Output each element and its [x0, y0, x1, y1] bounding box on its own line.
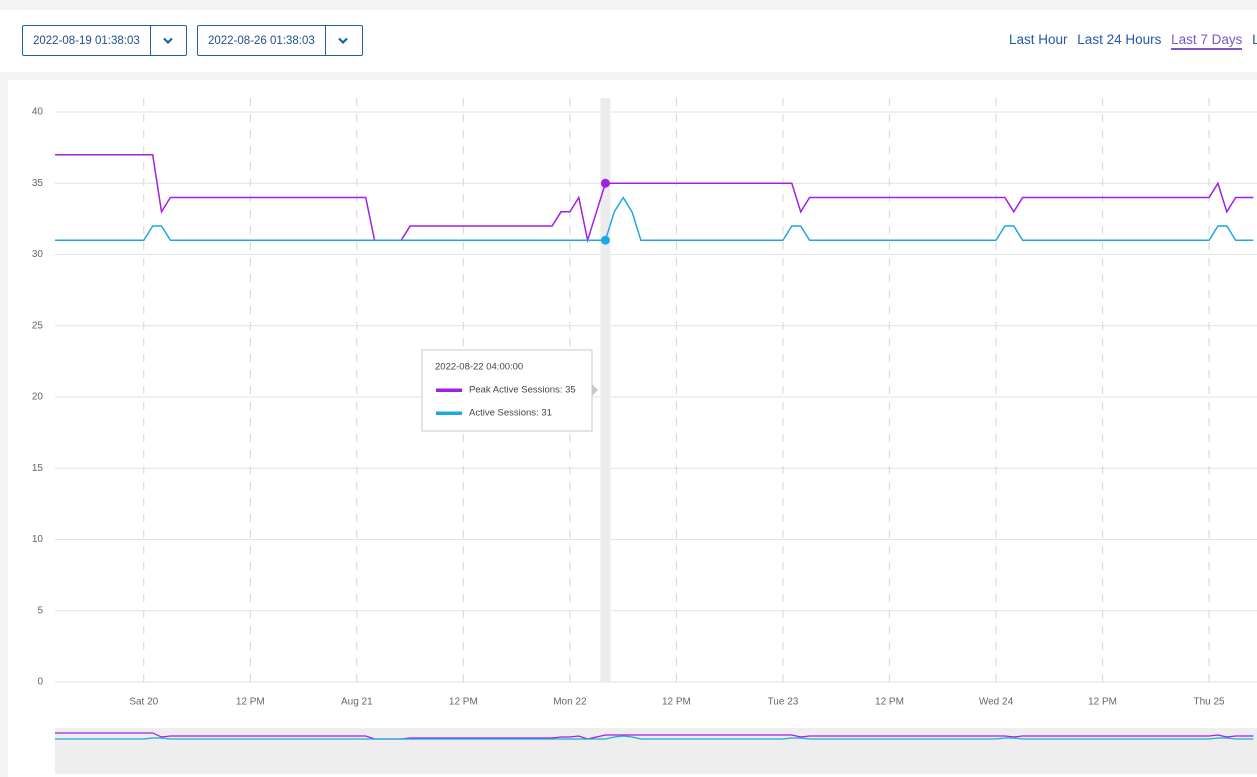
- hover-marker: [600, 178, 610, 188]
- tooltip-title: 2022-08-22 04:00:00: [435, 362, 523, 373]
- x-tick-label: 12 PM: [875, 697, 904, 708]
- series-line: [55, 196, 1254, 242]
- navigator-line: [55, 735, 1254, 740]
- dropdown-button[interactable]: [324, 26, 360, 55]
- chart: 0 5 10 15 20 25 30 35 40 Sat 20 12 PM Aug 21 12 PM Mo…: [32, 98, 1257, 774]
- x-tick-label: 12 PM: [662, 697, 691, 708]
- tooltip-swatch: [436, 388, 462, 392]
- chevron-icon: [163, 37, 173, 44]
- range-links: Last Hour Last 24 Hours Last 7 Days La: [1009, 32, 1257, 50]
- x-tick-label: Tue 23: [768, 697, 799, 708]
- range-link[interactable]: Last Hour: [1009, 32, 1068, 47]
- x-tick-label: Thu 25: [1193, 697, 1225, 708]
- tooltip-item: Peak Active Sessions: 35: [469, 385, 576, 396]
- y-tick-label: 30: [32, 249, 44, 260]
- tooltip-arrow: [592, 384, 598, 396]
- navigator-line: [55, 732, 1254, 740]
- y-tick-label: 25: [32, 320, 44, 331]
- y-tick-label: 0: [37, 677, 43, 688]
- y-tick-label: 10: [32, 534, 44, 545]
- chart-panel: 0 5 10 15 20 25 30 35 40 Sat 20 12 PM Aug 21 12 PM Mo…: [8, 80, 1257, 777]
- y-tick-label: 35: [32, 178, 44, 189]
- x-tick-label: 12 PM: [449, 697, 478, 708]
- toolbar: 2022-08-19 01:38:03 2022-08-26 01:38:03 …: [0, 10, 1257, 72]
- dropdown-button[interactable]: [149, 26, 185, 55]
- x-tick-label: Mon 22: [553, 697, 587, 708]
- y-tick-label: 15: [32, 463, 44, 474]
- range-link[interactable]: La: [1252, 32, 1257, 47]
- tooltip-item: Active Sessions: 31: [469, 408, 552, 419]
- series-line: [55, 154, 1254, 244]
- range-link[interactable]: Last 24 Hours: [1077, 32, 1162, 47]
- x-tick-label: Sat 20: [129, 697, 158, 708]
- hover-band: [600, 98, 611, 682]
- tooltip: 2022-08-22 04:00:00 Peak Active Sessions:…: [421, 349, 598, 432]
- start-date-picker[interactable]: 2022-08-19 01:38:03: [22, 25, 187, 56]
- y-tick-label: 40: [32, 107, 44, 118]
- end-date: 2022-08-26 01:38:03: [208, 34, 315, 47]
- start-date: 2022-08-19 01:38:03: [33, 34, 140, 47]
- chevron-icon: [338, 37, 348, 44]
- end-date-picker[interactable]: 2022-08-26 01:38:03: [197, 25, 363, 56]
- range-link-active[interactable]: Last 7 Days: [1171, 32, 1243, 50]
- x-tick-label: 12 PM: [236, 697, 265, 708]
- hover-marker: [600, 235, 610, 245]
- x-tick-label: Aug 21: [341, 697, 373, 708]
- tooltip-swatch: [436, 411, 462, 415]
- x-tick-label: Wed 24: [979, 697, 1014, 708]
- y-tick-label: 20: [32, 392, 44, 403]
- x-tick-label: 12 PM: [1088, 697, 1117, 708]
- y-tick-label: 5: [37, 605, 43, 616]
